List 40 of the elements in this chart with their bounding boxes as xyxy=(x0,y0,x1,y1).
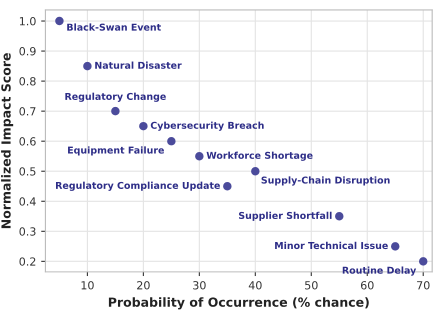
y-tick-label: 0.3 xyxy=(19,227,36,236)
point xyxy=(335,212,344,221)
x-tick-label: 40 xyxy=(248,281,262,290)
y-tick-label: 0.6 xyxy=(19,137,36,146)
point xyxy=(418,257,428,266)
y-tick-label: 0.7 xyxy=(19,107,36,116)
annotation: Cybersecurity Breach xyxy=(150,122,264,131)
y-tick-label: 0.2 xyxy=(19,257,36,266)
annotation: Regulatory Change xyxy=(65,92,166,102)
y-tick-label: 0.5 xyxy=(19,167,36,176)
annotation: Regulatory Compliance Update xyxy=(56,182,220,191)
x-axis-title: Probability of Occurrence (% chance) xyxy=(108,297,369,310)
point xyxy=(251,167,260,176)
point xyxy=(167,136,176,146)
y-tick-label: 0.4 xyxy=(19,197,36,206)
x-tick-label: 70 xyxy=(417,281,430,290)
y-axis-title: Normalized Impact Score xyxy=(1,53,14,228)
point xyxy=(83,62,92,70)
point xyxy=(111,106,120,116)
y-tick-label: 0.9 xyxy=(19,47,36,56)
point xyxy=(195,152,204,160)
annotation: Supplier Shortfall xyxy=(238,212,332,221)
point xyxy=(391,242,400,251)
point xyxy=(223,182,232,190)
point xyxy=(55,16,64,26)
annotation: Supply-Chain Disruption xyxy=(262,176,390,186)
annotation: Black-Swan Event xyxy=(67,23,161,31)
point xyxy=(139,122,148,130)
x-tick-label: 30 xyxy=(193,281,206,290)
y-tick-label: 0.8 xyxy=(19,77,36,86)
annotation: Minor Technical Issue xyxy=(275,242,388,250)
annotation: Equipment Failure xyxy=(68,146,164,156)
annotation: Natural Disaster xyxy=(95,62,182,69)
x-tick-label: 20 xyxy=(137,281,150,290)
annotation: Routine Delay xyxy=(342,266,416,276)
x-tick-label: 10 xyxy=(82,281,94,290)
x-tick-label: 50 xyxy=(305,281,318,290)
x-tick-label: 60 xyxy=(360,281,374,290)
y-tick-label: 1.0 xyxy=(20,17,36,26)
annotation: Workforce Shortage xyxy=(206,152,313,161)
